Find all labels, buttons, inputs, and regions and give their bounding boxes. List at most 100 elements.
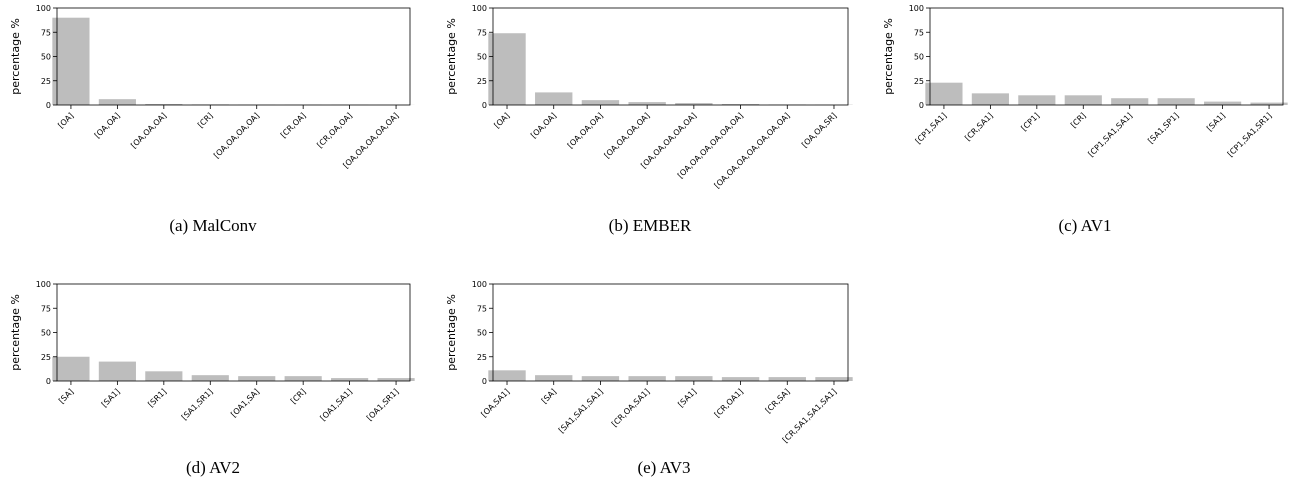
y-tick-label: 50: [477, 329, 487, 338]
y-tick-label: 0: [46, 377, 51, 386]
x-tick-label: [OA]: [56, 111, 75, 130]
chart-panel: 0 25 50 75 100 percentage % [OA,SA1] [SA][SA1,S…: [445, 280, 853, 477]
x-tick-label: [CP1,SA1,SA1]: [1086, 111, 1134, 159]
y-tick-label: 100: [472, 280, 487, 289]
bar: [721, 104, 760, 105]
chart-panel: 0 25 50 75 100 percentage % [SA] [SA1] [SR1] [SA1…: [9, 280, 415, 477]
x-tick-label: [OA,OA]: [529, 111, 558, 140]
x-tick-label: [SA]: [540, 387, 558, 405]
x-tick-label: [CP1]: [1019, 111, 1041, 133]
y-tick-label: 100: [36, 280, 51, 289]
bar: [1250, 102, 1288, 105]
bar: [581, 100, 620, 105]
bar: [98, 99, 136, 105]
bar: [815, 377, 853, 381]
y-tick-label: 25: [41, 353, 51, 362]
x-tick-label: [OA,OA,OA,OA,OA,OA,OA]: [713, 111, 792, 190]
bar: [145, 371, 183, 381]
x-tick-label: [SA1]: [676, 387, 698, 409]
x-tick-label: [SA1]: [100, 387, 122, 409]
x-tick-label: [SA1,SA1,SA1]: [557, 387, 605, 435]
y-tick-label: 25: [914, 77, 924, 86]
chart-caption: (e) AV3: [637, 458, 690, 477]
bar: [628, 102, 666, 105]
y-tick-label: 75: [41, 28, 51, 37]
y-tick-label: 75: [914, 28, 924, 37]
y-tick-label: 50: [477, 53, 487, 62]
bar: [145, 104, 183, 105]
y-axis-label: percentage %: [9, 18, 22, 95]
y-tick-label: 25: [41, 77, 51, 86]
bar: [284, 376, 322, 381]
x-tick-label: [OA1,SR1]: [365, 387, 401, 423]
x-tick-label: [OA1,SA]: [229, 387, 261, 419]
x-tick-label: [SA1]: [1205, 111, 1227, 133]
x-tick-label: [SR1]: [146, 387, 168, 409]
bar: [535, 375, 573, 381]
y-tick-label: 100: [472, 4, 487, 13]
y-tick-label: 75: [477, 28, 487, 37]
bar: [675, 376, 713, 381]
x-tick-label: [OA,OA,OA]: [129, 111, 168, 150]
chart-caption: (c) AV1: [1058, 216, 1111, 235]
bar: [768, 377, 806, 381]
bar: [721, 377, 760, 381]
y-axis-label: percentage %: [9, 294, 22, 371]
x-tick-label: [OA,SA1]: [479, 387, 511, 419]
bar: [238, 376, 276, 381]
y-axis-label: percentage %: [445, 294, 458, 371]
x-tick-label: [CR]: [196, 111, 215, 130]
bar: [1157, 98, 1195, 105]
bar: [1204, 101, 1242, 105]
y-tick-label: 0: [482, 101, 487, 110]
x-tick-label: [CR,OA]: [279, 111, 308, 140]
bar: [535, 92, 573, 105]
x-tick-label: [CR,OA1]: [713, 387, 745, 419]
chart-caption: (b) EMBER: [609, 216, 692, 235]
plot-frame: [492, 283, 849, 382]
bar: [675, 103, 713, 105]
bar: [971, 93, 1009, 105]
bar: [52, 356, 90, 381]
y-tick-label: 0: [482, 377, 487, 386]
x-tick-label: [OA,OA,OA,OA]: [212, 111, 261, 160]
x-tick-label: [CR,SA1]: [963, 111, 995, 143]
bar: [191, 375, 229, 381]
x-tick-label: [CR,OA,SA1]: [610, 387, 652, 429]
bar: [1111, 98, 1149, 105]
x-tick-label: [OA,OA]: [93, 111, 122, 140]
x-tick-label: [OA,OA,OA,OA]: [602, 111, 651, 160]
bar: [98, 361, 136, 381]
plot-frame: [929, 7, 1284, 106]
bar: [925, 82, 963, 105]
chart-caption: (a) MalConv: [169, 216, 257, 235]
x-tick-label: [CR,OA,OA]: [315, 111, 354, 150]
y-tick-label: 100: [909, 4, 924, 13]
chart-caption: (d) AV2: [186, 458, 240, 477]
x-tick-label: [CR,SA1,SA1,SA1]: [781, 387, 839, 445]
x-tick-label: [OA,OA,SR]: [800, 111, 838, 149]
x-tick-label: [OA]: [492, 111, 511, 130]
x-tick-label: [SA1,SP1]: [1146, 111, 1180, 145]
y-tick-label: 0: [46, 101, 51, 110]
y-axis-label: percentage %: [882, 18, 895, 95]
chart-panel: 0 25 50 75 100 percentage % [CP1,SA1] [CR,SA1] […: [882, 4, 1288, 235]
x-tick-label: [CR,SA]: [764, 387, 792, 415]
plot-frame: [492, 7, 849, 106]
x-tick-label: [OA1,SA1]: [318, 387, 354, 423]
y-tick-label: 100: [36, 4, 51, 13]
x-tick-label: [SA]: [57, 387, 75, 405]
y-tick-label: 50: [41, 329, 51, 338]
bar: [331, 378, 369, 381]
bar: [488, 33, 526, 105]
plot-frame: [56, 7, 411, 106]
y-tick-label: 50: [914, 53, 924, 62]
x-tick-label: [OA,OA,OA]: [566, 111, 605, 150]
bar: [52, 17, 90, 106]
x-tick-label: [SA1,SR1]: [180, 387, 215, 422]
bar: [1064, 95, 1102, 105]
bar: [628, 376, 666, 381]
x-tick-label: [CR]: [1069, 111, 1088, 130]
